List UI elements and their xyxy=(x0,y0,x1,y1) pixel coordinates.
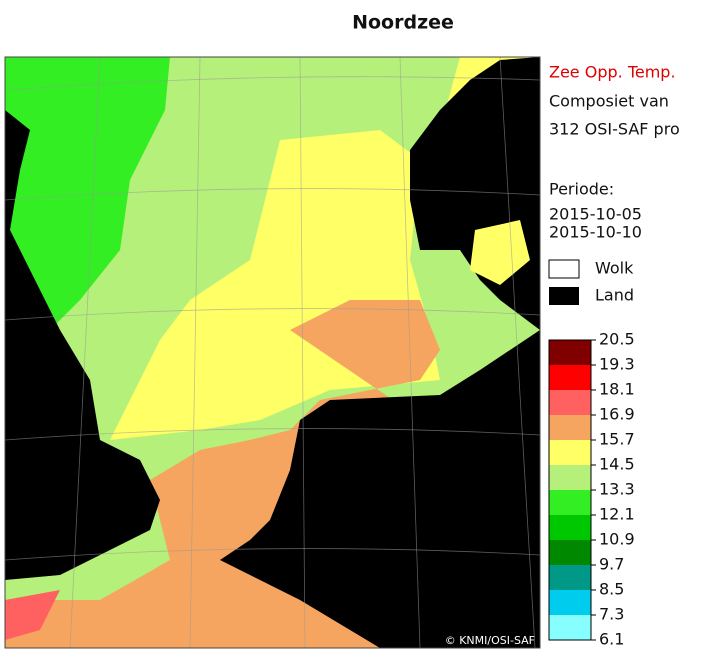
map: © KNMI/OSI-SAF xyxy=(5,57,540,648)
land-swatch xyxy=(549,287,579,305)
map-frame xyxy=(4,56,541,649)
legend-date: 2015-10-05 xyxy=(549,205,642,224)
color-swatch xyxy=(549,615,591,640)
colorbar-label: 20.5 xyxy=(599,330,635,349)
color-swatch xyxy=(549,490,591,515)
legend-cloud: Wolk xyxy=(595,259,634,278)
colorbar-label: 15.7 xyxy=(599,430,635,449)
colorbar-label: 16.9 xyxy=(599,405,635,424)
color-swatch xyxy=(549,390,591,415)
colorbar-label: 12.1 xyxy=(599,505,635,524)
color-swatch xyxy=(549,590,591,615)
color-swatch xyxy=(549,515,591,540)
map-title: Noordzee xyxy=(352,12,454,34)
color-swatch xyxy=(549,440,591,465)
legend-line: 312 OSI-SAF pro xyxy=(549,120,680,139)
cloud-swatch xyxy=(548,259,580,279)
legend-period: Periode: xyxy=(549,180,614,199)
colorbar: 20.5 19.3 18.1 16.9 15.7 14.5 13.3 12.1 10.9 9.7 8… xyxy=(548,330,635,649)
color-swatch xyxy=(549,340,591,365)
legend-land: Land xyxy=(595,286,634,305)
colorbar-label: 19.3 xyxy=(599,355,635,374)
color-swatch xyxy=(549,365,591,390)
legend-variable: Zee Opp. Temp. xyxy=(549,63,676,82)
legend-line: Composiet van xyxy=(549,92,669,111)
land-continent xyxy=(220,330,540,648)
color-swatch xyxy=(549,565,591,590)
land-britain xyxy=(5,110,160,580)
color-swatch xyxy=(549,540,591,565)
copyright: © KNMI/OSI-SAF xyxy=(445,634,535,647)
sea-yellow xyxy=(470,220,530,285)
color-swatch xyxy=(549,465,591,490)
legend-date: 2015-10-10 xyxy=(549,223,642,242)
colorbar-label: 14.5 xyxy=(599,455,635,474)
colorbar-label: 6.1 xyxy=(599,630,624,649)
sea-warm xyxy=(5,590,60,640)
colorbar-label: 8.5 xyxy=(599,580,624,599)
colorbar-label: 10.9 xyxy=(599,530,635,549)
color-swatch xyxy=(549,415,591,440)
colorbar-label: 9.7 xyxy=(599,555,624,574)
graticule xyxy=(5,57,540,648)
colorbar-label: 7.3 xyxy=(599,605,624,624)
sea-green xyxy=(5,57,170,330)
colorbar-label: 18.1 xyxy=(599,380,635,399)
colorbar-label: 13.3 xyxy=(599,480,635,499)
